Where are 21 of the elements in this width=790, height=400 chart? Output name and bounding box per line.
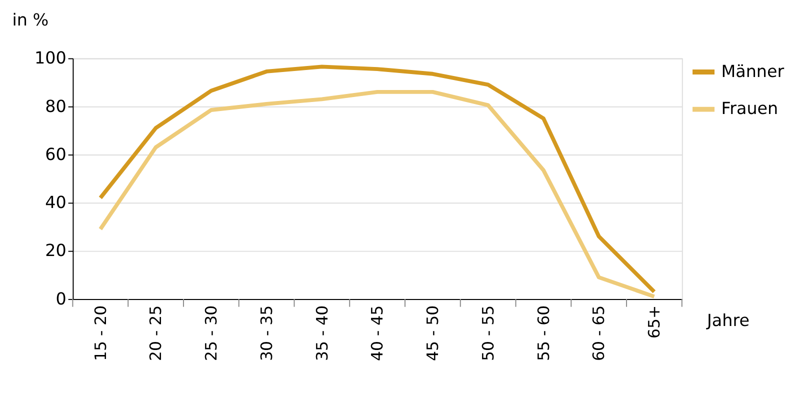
y-tick-label: 80	[45, 96, 66, 116]
x-tick-label: 15 - 20	[90, 305, 110, 362]
x-tick-label: 25 - 30	[202, 305, 221, 362]
x-tick-label: 55 - 60	[534, 305, 553, 362]
x-tick-label: 40 - 45	[368, 305, 387, 362]
y-tick-label: 60	[45, 144, 66, 164]
x-tick-label: 30 - 35	[256, 305, 276, 362]
x-tick-label: 20 - 25	[146, 305, 166, 362]
x-axis-title: Jahre	[706, 310, 750, 330]
x-tick-label: 35 - 40	[312, 305, 332, 362]
y-tick-label: 40	[45, 192, 66, 212]
legend-label: Männer	[721, 60, 784, 81]
x-tick-label: 65+	[644, 305, 664, 339]
x-tick-label: 45 - 50	[423, 305, 442, 362]
y-tick-label: 0	[56, 288, 66, 308]
y-tick-label: 20	[45, 240, 66, 260]
x-tick-label: 60 - 65	[589, 305, 608, 362]
y-tick-label: 100	[34, 48, 66, 68]
x-tick-label: 50 - 55	[478, 305, 498, 362]
y-axis-title: in %	[12, 9, 49, 30]
legend-label: Frauen	[721, 98, 778, 118]
